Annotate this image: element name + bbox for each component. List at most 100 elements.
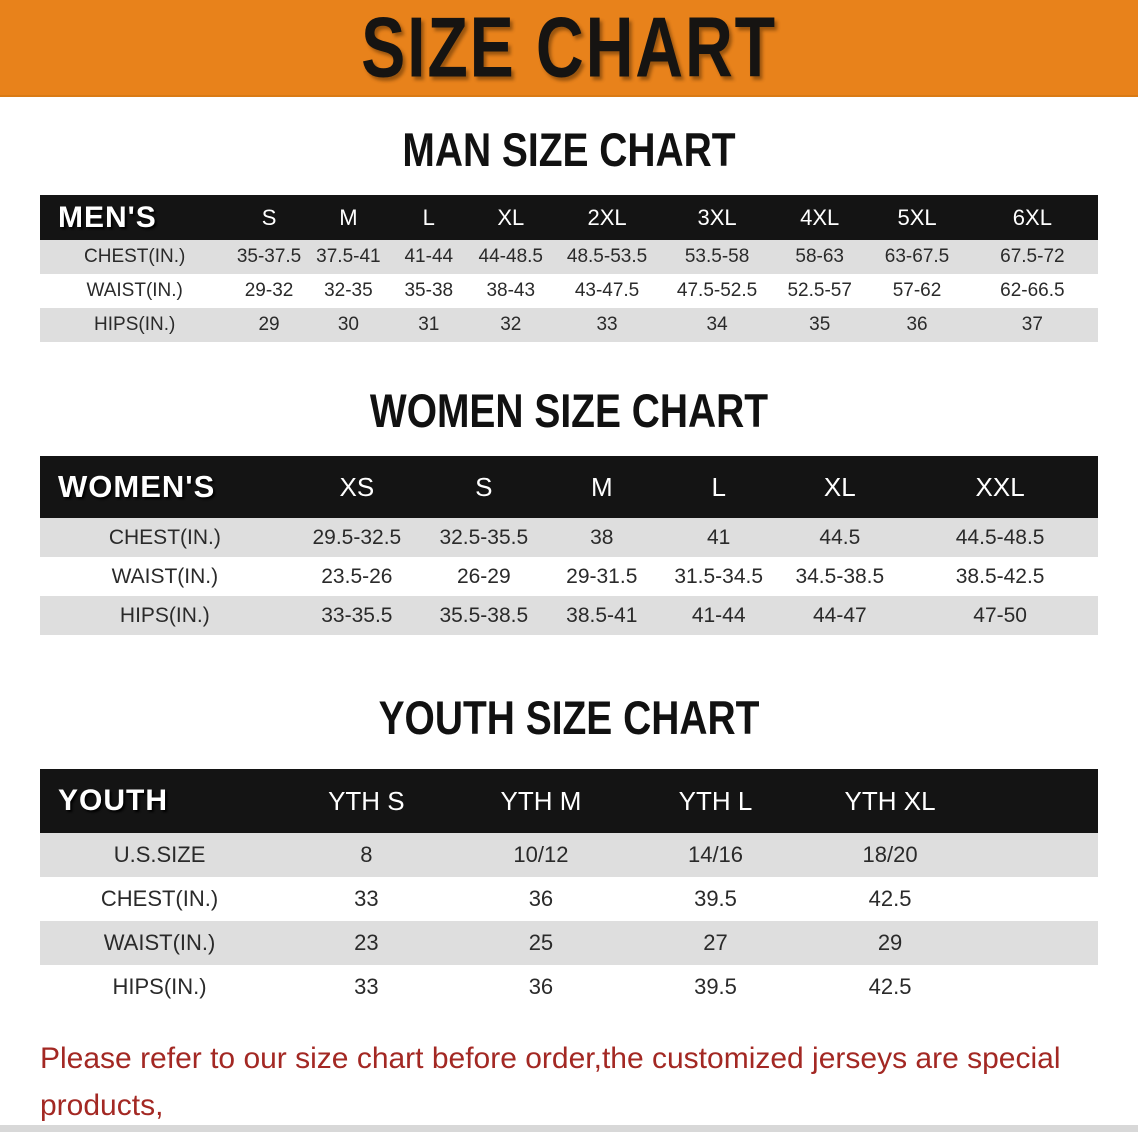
value-cell: 10/12 bbox=[513, 842, 569, 867]
value-cell: 48.5-53.5 bbox=[566, 246, 648, 267]
value-cell: 23 bbox=[354, 930, 379, 955]
measurement-row: HIPS(IN.) 29 30 31 32 33 34 35 36 37 bbox=[40, 308, 1098, 342]
size-header-cell: 3XL bbox=[697, 204, 737, 230]
size-header-cell: L bbox=[422, 204, 435, 230]
value-cell: 36 bbox=[528, 886, 554, 911]
filler-cell bbox=[977, 769, 1098, 833]
value-cell: 47-50 bbox=[973, 603, 1027, 627]
size-header-cell: M bbox=[339, 204, 358, 230]
man-section-heading: MAN SIZE CHART bbox=[402, 123, 736, 177]
size-header-cell: XS bbox=[339, 471, 375, 502]
value-cell: 42.5 bbox=[868, 974, 912, 999]
measurement-row: HIPS(IN.) 33-35.5 35.5-38.5 38.5-41 41-44 44-… bbox=[40, 596, 1098, 635]
size-header-cell: YTH M bbox=[500, 785, 582, 816]
value-cell: 31 bbox=[418, 314, 440, 335]
banner: SIZE CHART bbox=[0, 0, 1138, 97]
value-cell: 57-62 bbox=[892, 280, 942, 301]
measurement-row: U.S.SIZE 8 10/12 14/16 18/20 bbox=[40, 833, 1098, 877]
measurement-label-cell: HIPS(IN.) bbox=[119, 603, 210, 627]
value-cell: 37 bbox=[1021, 314, 1043, 335]
value-cell: 14/16 bbox=[687, 842, 744, 867]
size-header-cell: S bbox=[475, 471, 493, 502]
value-cell: 29.5-32.5 bbox=[312, 525, 402, 549]
measurement-row: HIPS(IN.) 33 36 39.5 42.5 bbox=[40, 965, 1098, 1009]
value-cell: 63-67.5 bbox=[884, 246, 950, 267]
men-size-table: MEN'S S M L XL 2XL 3XL 4XL 5XL 6XL CHEST(IN.) 35-37… bbox=[40, 195, 1098, 342]
value-cell: 34 bbox=[706, 314, 728, 335]
measurement-row: WAIST(IN.) 23 25 27 29 bbox=[40, 921, 1098, 965]
measurement-row: CHEST(IN.) 35-37.5 37.5-41 41-44 44-48.5 48.5… bbox=[40, 240, 1098, 274]
measurement-label-cell: U.S.SIZE bbox=[113, 842, 206, 867]
measurement-label-cell: WAIST(IN.) bbox=[103, 930, 216, 955]
youth-section-heading: YOUTH SIZE CHART bbox=[378, 691, 760, 745]
size-header-cell: XXL bbox=[975, 471, 1025, 502]
value-cell: 33 bbox=[596, 314, 618, 335]
youth-size-table: YOUTH YTH S YTH M YTH L YTH XL U.S.SIZE 8 10/12… bbox=[40, 769, 1098, 1009]
value-cell: 32 bbox=[500, 314, 522, 335]
value-cell: 29-32 bbox=[244, 280, 294, 301]
disclaimer-line-1: Please refer to our size chart before or… bbox=[40, 1042, 1061, 1122]
value-cell: 38.5-42.5 bbox=[955, 564, 1045, 588]
measurement-label-cell: CHEST(IN.) bbox=[100, 886, 219, 911]
group-label: YOUTH bbox=[58, 784, 168, 817]
size-header-cell: XL bbox=[497, 204, 525, 230]
value-cell: 35.5-38.5 bbox=[439, 603, 529, 627]
value-cell: 29 bbox=[258, 314, 280, 335]
size-header-row: YOUTH YTH S YTH M YTH L YTH XL bbox=[40, 769, 1098, 833]
value-cell: 38-43 bbox=[486, 280, 536, 301]
value-cell: 23.5-26 bbox=[321, 564, 393, 588]
size-header-cell: 5XL bbox=[897, 204, 937, 230]
value-cell: 62-66.5 bbox=[1000, 280, 1065, 301]
value-cell: 8 bbox=[360, 842, 373, 867]
value-cell: 35-38 bbox=[404, 280, 454, 301]
value-cell: 44.5-48.5 bbox=[955, 525, 1045, 549]
value-cell: 53.5-58 bbox=[684, 246, 750, 267]
value-cell: 41-44 bbox=[404, 246, 454, 267]
size-header-cell: YTH XL bbox=[844, 785, 936, 816]
value-cell: 38 bbox=[590, 525, 614, 549]
size-header-cell: YTH L bbox=[678, 785, 753, 816]
measurement-row: CHEST(IN.) 33 36 39.5 42.5 bbox=[40, 877, 1098, 921]
measurement-row: WAIST(IN.) 29-32 32-35 35-38 38-43 43-47.5 47.… bbox=[40, 274, 1098, 308]
women-section-heading: WOMEN SIZE CHART bbox=[369, 384, 769, 438]
value-cell: 29 bbox=[877, 930, 903, 955]
value-cell: 41-44 bbox=[691, 603, 746, 627]
size-header-cell: L bbox=[711, 471, 726, 502]
measurement-label-cell: WAIST(IN.) bbox=[111, 564, 219, 588]
women-size-table: WOMEN'S XS S M L XL XXL CHEST(IN.) 29.5-32.5 32.5… bbox=[40, 456, 1098, 635]
value-cell: 33 bbox=[354, 886, 379, 911]
size-header-row: WOMEN'S XS S M L XL XXL bbox=[40, 456, 1098, 518]
value-cell: 32-35 bbox=[324, 280, 373, 301]
value-cell: 43-47.5 bbox=[574, 280, 640, 301]
banner-title: SIZE CHART bbox=[361, 0, 777, 95]
measurement-row: WAIST(IN.) 23.5-26 26-29 29-31.5 31.5-34.5 34… bbox=[40, 557, 1098, 596]
value-cell: 35-37.5 bbox=[236, 246, 302, 267]
value-cell: 37.5-41 bbox=[316, 246, 381, 267]
value-cell: 44-47 bbox=[812, 603, 867, 627]
disclaimer-text: Please refer to our size chart before or… bbox=[40, 1035, 1138, 1132]
value-cell: 58-63 bbox=[795, 246, 844, 267]
bottom-strip bbox=[0, 1125, 1138, 1132]
value-cell: 41 bbox=[707, 525, 731, 549]
measurement-label-cell: HIPS(IN.) bbox=[112, 974, 207, 999]
measurement-label-cell: CHEST(IN.) bbox=[108, 525, 221, 549]
size-header-cell: YTH S bbox=[328, 785, 405, 816]
value-cell: 31.5-34.5 bbox=[674, 564, 764, 588]
size-header-cell: XL bbox=[823, 471, 856, 502]
value-cell: 29-31.5 bbox=[566, 564, 638, 588]
group-label: MEN'S bbox=[58, 200, 157, 234]
size-header-cell: 6XL bbox=[1012, 204, 1052, 230]
size-header-cell: M bbox=[590, 471, 613, 502]
value-cell: 27 bbox=[703, 930, 728, 955]
value-cell: 67.5-72 bbox=[1000, 246, 1065, 267]
value-cell: 26-29 bbox=[456, 564, 511, 588]
value-cell: 52.5-57 bbox=[787, 280, 852, 301]
measurement-label-cell: WAIST(IN.) bbox=[86, 280, 183, 301]
measurement-row: CHEST(IN.) 29.5-32.5 32.5-35.5 38 41 44.5 44.5… bbox=[40, 518, 1098, 557]
value-cell: 44-48.5 bbox=[478, 246, 543, 267]
filler-cell bbox=[977, 921, 1098, 965]
measurement-label-cell: HIPS(IN.) bbox=[94, 314, 176, 335]
value-cell: 35 bbox=[809, 314, 831, 335]
size-header-cell: S bbox=[261, 204, 277, 230]
